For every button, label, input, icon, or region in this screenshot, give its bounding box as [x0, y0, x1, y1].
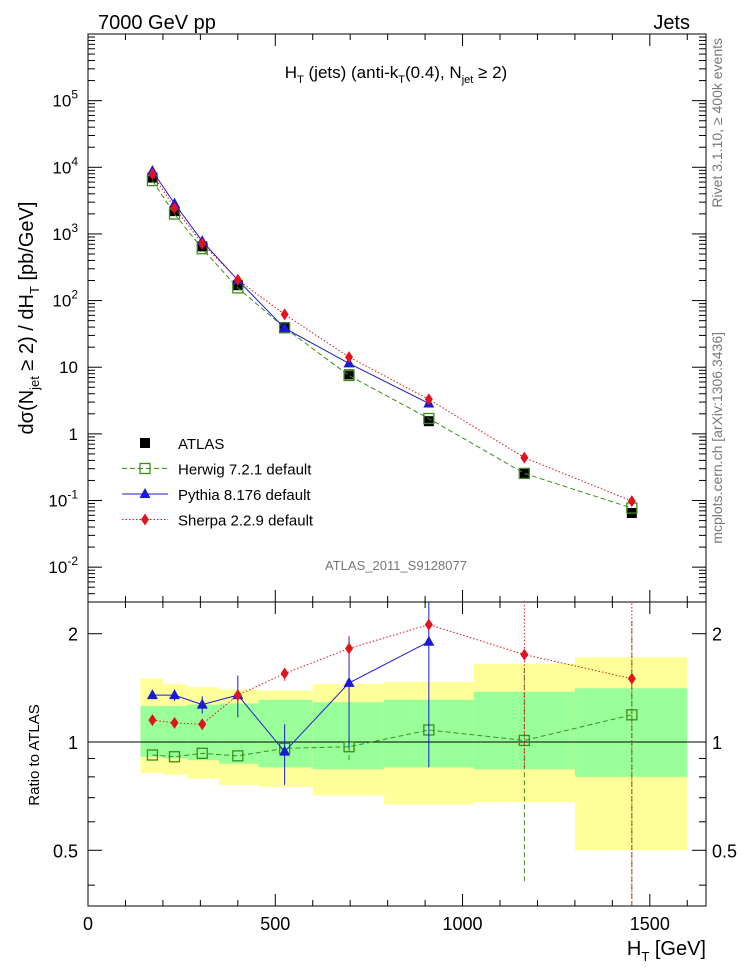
data-point: [627, 495, 636, 508]
ratio-point: [423, 635, 435, 646]
ratio-point: [280, 667, 289, 680]
header-left-label: 7000 GeV pp: [98, 12, 216, 34]
data-point: [423, 412, 435, 425]
data-point: [519, 468, 530, 479]
inner-band: [574, 688, 688, 777]
legend: ATLAS Herwig 7.2.1 default Pythia 8.176 de…: [122, 436, 314, 530]
inner-band: [140, 705, 163, 757]
data-point: [170, 201, 179, 214]
data-point: [198, 237, 207, 250]
ratio-tick-label-right: 1: [712, 733, 722, 753]
legend-entry: ATLAS: [178, 436, 224, 453]
y-tick-label: 10-2: [48, 554, 78, 577]
ratio-point: [279, 745, 291, 756]
y-axis-label: dσ(Njet ≥ 2) / dHT [pb/GeV]: [16, 202, 42, 435]
y-tick-label: 102: [52, 288, 78, 311]
chart-title: HT (jets) (anti-kT(0.4), Njet ≥ 2): [285, 63, 507, 86]
x-tick-label: 0: [83, 914, 93, 934]
inner-band: [162, 705, 188, 759]
ratio-tick-label-right: 2: [712, 625, 722, 645]
ratio-point: [232, 750, 244, 762]
x-tick-label: 1500: [630, 914, 670, 934]
legend-entry: Pythia 8.176 default: [178, 487, 311, 504]
header-right-label: Jets: [653, 12, 690, 34]
ratio-point: [520, 648, 529, 661]
ratio-point: [146, 749, 159, 761]
x-tick-label: 500: [260, 914, 290, 934]
data-point: [280, 308, 289, 321]
ratio-tick-label-left: 2: [68, 625, 78, 645]
series-3: [148, 168, 636, 906]
legend-marker: [139, 488, 151, 498]
data-point: [148, 168, 157, 181]
ratio-point: [196, 698, 208, 709]
y-tick-label: 1: [69, 425, 78, 444]
data-point: [233, 273, 242, 286]
mcplots-label: mcplots.cern.ch [arXiv:1306.3436]: [709, 332, 725, 544]
legend-entry: Sherpa 2.2.9 default: [178, 513, 314, 530]
y-tick-label: 10: [59, 358, 78, 377]
data-point: [424, 393, 433, 406]
ratio-point: [343, 676, 355, 687]
inner-band: [187, 704, 220, 761]
ratio-y-axis-label: Ratio to ATLAS: [26, 704, 43, 805]
data-point: [520, 451, 529, 464]
series-line: [152, 180, 632, 509]
data-point: [279, 322, 291, 333]
legend-marker: [139, 462, 151, 475]
y-tick-label: 105: [52, 88, 78, 111]
ratio-point: [168, 751, 181, 763]
data-point: [423, 416, 434, 427]
data-point: [518, 467, 530, 480]
rivet-version-label: Rivet 3.1.10, ≥ 400k events: [709, 38, 725, 208]
y-tick-label: 10-1: [48, 488, 78, 511]
series-line: [152, 170, 430, 404]
data-point: [345, 351, 354, 364]
legend-entry: Herwig 7.2.1 default: [178, 462, 312, 479]
watermark-label: ATLAS_2011_S9128077: [325, 558, 467, 573]
inner-band: [258, 699, 313, 768]
ratio-point: [170, 716, 179, 729]
axes: 0 500 1000 1500 10-2 10-1 1 10 102 103 104 105 0.5 0.…: [48, 33, 737, 934]
ratio-uncertainty-bands: [140, 657, 688, 851]
ratio-point: [345, 642, 354, 655]
legend-marker: [141, 513, 149, 526]
legend-marker: [140, 438, 150, 448]
series-layer: [146, 164, 638, 906]
data-point: [343, 369, 355, 382]
ratio-point: [148, 714, 157, 727]
x-axis-label: HT [GeV]: [627, 938, 706, 964]
ratio-frame: [87, 601, 707, 907]
ratio-tick-label-left: 0.5: [53, 841, 78, 861]
ratio-point: [196, 747, 208, 759]
ratio-tick-label-right: 0.5: [712, 841, 737, 861]
ratio-point: [198, 718, 207, 731]
inner-band: [312, 702, 384, 770]
ratio-point: [424, 618, 433, 631]
y-tick-label: 104: [52, 154, 78, 177]
ratio-point: [233, 689, 242, 702]
ratio-tick-label-left: 1: [68, 733, 78, 753]
data-point: [344, 369, 355, 380]
ratio-point: [169, 689, 181, 700]
ratio-point: [627, 672, 636, 685]
ratio-point: [146, 689, 158, 700]
y-tick-label: 103: [52, 221, 78, 244]
x-tick-label: 1000: [443, 914, 483, 934]
